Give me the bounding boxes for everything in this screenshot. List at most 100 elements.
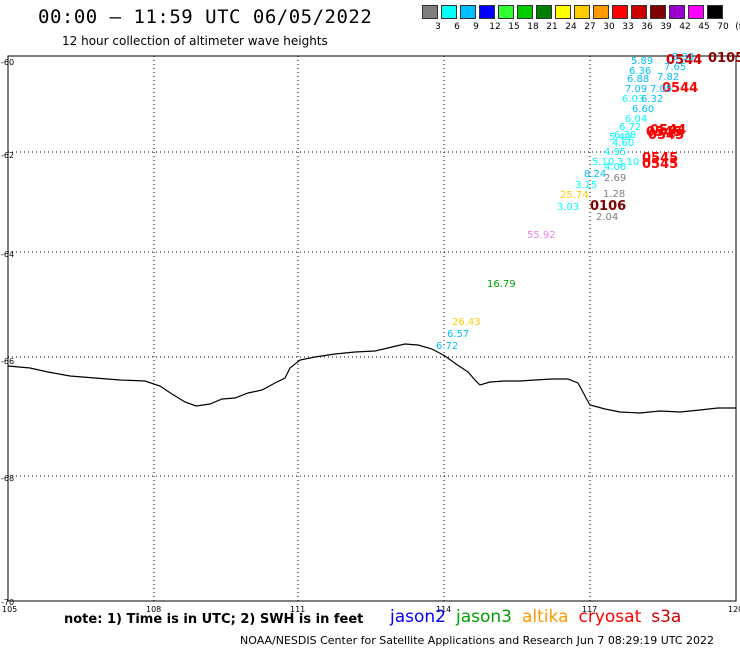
latitude-label: -70	[1, 598, 15, 607]
longitude-label: 108	[146, 605, 162, 614]
scale-label: 45	[698, 22, 710, 32]
wave-height-label: 6.88	[627, 74, 649, 85]
wave-height-label: 0545	[642, 151, 678, 166]
map-subtitle: 12 hour collection of altimeter wave hei…	[62, 34, 328, 48]
wave-height-label: 2.69	[604, 173, 626, 184]
scale-label: 6	[454, 22, 460, 32]
scale-label: 21	[546, 22, 558, 32]
antarctic-coastline	[7, 343, 736, 414]
scale-label: 27	[584, 22, 596, 32]
wave-height-label: 2.04	[596, 212, 618, 223]
scale-swatch	[536, 5, 552, 19]
longitude-label: 111	[290, 605, 306, 614]
wave-height-label: 5.89	[631, 56, 653, 67]
scale-label: 24	[565, 22, 577, 32]
wave-height-label: 7.09	[625, 84, 647, 95]
wave-height-label: 4.06	[604, 162, 626, 173]
scale-swatch	[479, 5, 495, 19]
wave-height-label: 6.32	[641, 94, 663, 105]
wave-height-label: 1.28	[603, 189, 625, 200]
longitude-label: 117	[582, 605, 598, 614]
scale-swatch	[707, 5, 723, 19]
wave-height-label: 7.65	[664, 62, 686, 73]
satellite-legend-item: cryosat	[578, 607, 642, 627]
latitude-label: -62	[1, 151, 15, 160]
scale-swatch	[517, 5, 533, 19]
wave-height-label: 0545	[646, 125, 682, 140]
longitude-label: 120	[728, 605, 740, 614]
scale-swatch	[612, 5, 628, 19]
latitude-label: -60	[1, 58, 15, 67]
wave-height-label: 6.36	[629, 66, 651, 77]
map-title: 00:00 – 11:59 UTC 06/05/2022	[38, 6, 373, 28]
satellite-legend: jason2 jason3 altika cryosat s3a	[390, 607, 691, 627]
wave-height-label: 6.04	[625, 114, 647, 125]
scale-label: 3	[435, 22, 441, 32]
wave-height-label: 6.38	[614, 130, 636, 141]
latitude-label: -66	[1, 357, 15, 366]
wave-height-label: 0544	[650, 123, 686, 138]
scale-label: 30	[603, 22, 615, 32]
wave-height-label: 0545	[642, 157, 678, 172]
scale-label: 9	[473, 22, 479, 32]
wave-height-label: 6.60	[632, 104, 654, 115]
lat-lon-grid	[8, 56, 736, 601]
scale-swatch	[555, 5, 571, 19]
wave-height-label: 6.72	[619, 122, 641, 133]
scale-swatch	[498, 5, 514, 19]
scale-label: (ft)	[735, 22, 740, 32]
wave-height-label: 0106	[590, 199, 626, 214]
scale-swatch	[650, 5, 666, 19]
scale-swatch	[669, 5, 685, 19]
scale-label: 18	[527, 22, 539, 32]
wave-height-label: 0545	[648, 128, 684, 143]
wave-height-label: 5.33	[672, 52, 694, 63]
satellite-legend-item: jason3	[456, 607, 512, 627]
scale-swatch	[631, 5, 647, 19]
credit-line: NOAA/NESDIS Center for Satellite Applica…	[240, 634, 715, 647]
wave-height-label: 5.10	[592, 157, 614, 168]
wave-height-label: 5.40	[609, 132, 631, 143]
scale-label: 15	[508, 22, 520, 32]
wave-height-label: 55.92	[527, 230, 556, 241]
longitude-label: 105	[2, 605, 18, 614]
wave-height-label: 25.74	[560, 190, 589, 201]
wave-height-label: 4.95	[604, 147, 626, 158]
wave-height-label: 6.72	[436, 341, 458, 352]
scale-label: 70	[717, 22, 729, 32]
scale-label: 42	[679, 22, 691, 32]
scale-swatch	[574, 5, 590, 19]
scale-swatch	[441, 5, 457, 19]
scale-swatch	[422, 5, 438, 19]
wave-height-label: 3.15	[575, 180, 597, 191]
latitude-label: -64	[1, 250, 15, 259]
scale-label: 33	[622, 22, 634, 32]
scale-label: 36	[641, 22, 653, 32]
wave-height-label: 8.24	[584, 169, 606, 180]
scale-swatch	[688, 5, 704, 19]
scale-label: 39	[660, 22, 672, 32]
wave-height-label: 7.05	[650, 84, 672, 95]
latitude-label: -68	[1, 474, 15, 483]
satellite-legend-item: s3a	[651, 607, 682, 627]
longitude-label: 114	[436, 605, 452, 614]
satellite-legend-item: altika	[522, 607, 569, 627]
scale-swatch	[460, 5, 476, 19]
wave-height-label: 6.57	[447, 329, 469, 340]
satellite-legend-item: jason2	[390, 607, 446, 627]
scale-label: 12	[489, 22, 501, 32]
map-frame	[7, 55, 737, 602]
wave-height-label: 7.82	[657, 72, 679, 83]
wave-height-label: 3.10	[617, 157, 639, 168]
wave-height-label: 0105	[708, 51, 740, 66]
wave-height-label: 4.60	[612, 138, 634, 149]
wave-height-label: 3.03	[557, 202, 579, 213]
wave-height-label: 0544	[666, 53, 702, 68]
wave-height-labels: 0105054405440544054505450545054501065.89…	[436, 51, 740, 352]
wave-height-label: 0544	[662, 81, 698, 96]
wave-height-label: 16.79	[487, 279, 516, 290]
scale-swatch	[593, 5, 609, 19]
wave-height-label: 6.03	[622, 94, 644, 105]
footer-note: note: 1) Time is in UTC; 2) SWH is in fe…	[64, 612, 364, 627]
